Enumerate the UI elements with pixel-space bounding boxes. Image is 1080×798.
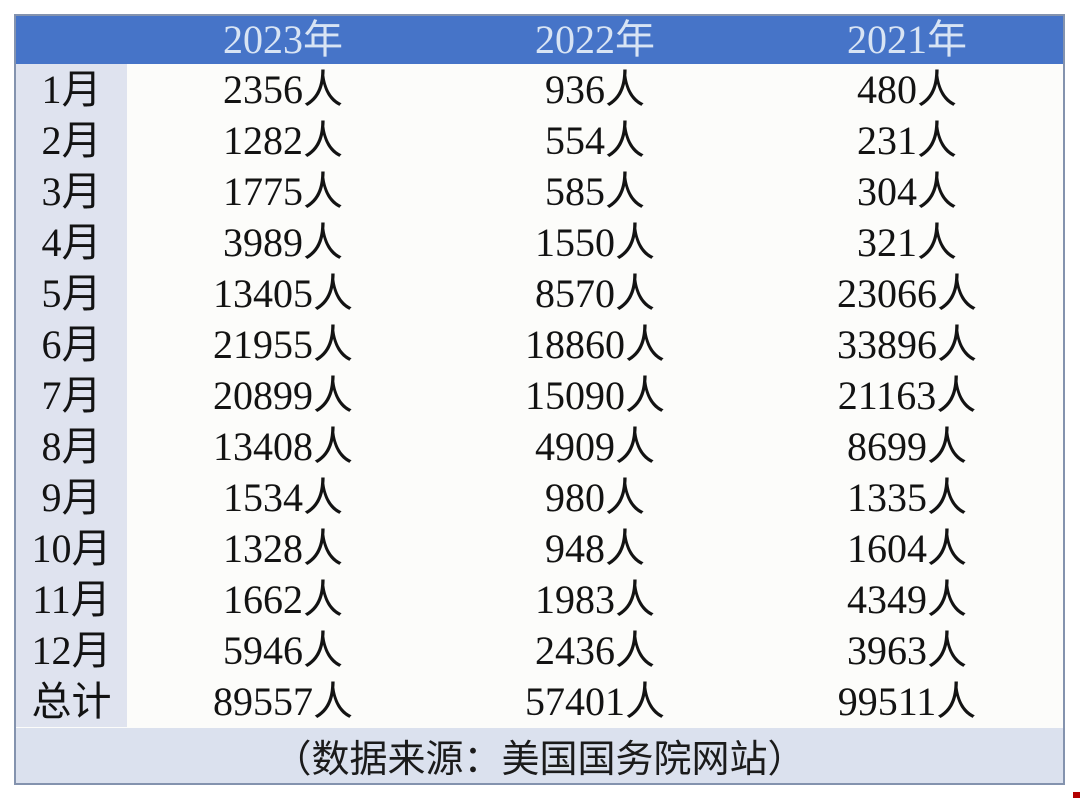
cell-2023: 1534人 [223,475,343,520]
header-year-2022: 2022年 [535,17,655,62]
cell-2021: 8699人 [847,424,967,469]
artifact-red-mark [1073,792,1080,798]
cell-2021: 304人 [857,169,957,214]
cell-2021: 321人 [857,220,957,265]
cell-2021: 21163人 [837,373,977,418]
cell-2022: 1983人 [535,577,655,622]
table-row: 5月 13405人 8570人 23066人 [16,268,1063,319]
cell-2022: 18860人 [525,322,665,367]
row-label: 12月 [16,625,127,676]
data-source-note: （数据来源：美国国务院网站） [16,727,1063,783]
table-row: 6月 21955人 18860人 33896人 [16,319,1063,370]
cell-2023: 1282人 [223,118,343,163]
row-label: 5月 [16,268,127,319]
cell-2021: 1604人 [847,526,967,571]
table-row: 4月 3989人 1550人 321人 [16,217,1063,268]
row-label: 2月 [16,115,127,166]
row-label: 8月 [16,421,127,472]
row-label-total: 总计 [16,676,127,727]
row-label: 10月 [16,523,127,574]
table-row: 11月 1662人 1983人 4349人 [16,574,1063,625]
header-year-2021: 2021年 [847,17,967,62]
cell-2022: 8570人 [535,271,655,316]
row-label: 9月 [16,472,127,523]
row-label: 7月 [16,370,127,421]
cell-2022: 948人 [545,526,645,571]
row-label: 6月 [16,319,127,370]
cell-2022: 15090人 [525,373,665,418]
cell-2023: 21955人 [213,322,353,367]
cell-2021-total: 99511人 [837,679,977,724]
cell-2022: 554人 [545,118,645,163]
cell-2022: 936人 [545,67,645,112]
cell-2023: 2356人 [223,67,343,112]
row-label: 3月 [16,166,127,217]
cell-2023: 3989人 [223,220,343,265]
table-header-row: 2023年 2022年 2021年 [16,16,1063,64]
cell-2022: 2436人 [535,628,655,673]
row-label: 11月 [16,574,127,625]
cell-2023: 1775人 [223,169,343,214]
monthly-count-table: 2023年 2022年 2021年 1月 2356人 936人 480人 2月 … [14,14,1065,785]
cell-2023: 13405人 [213,271,353,316]
cell-2023: 1328人 [223,526,343,571]
row-label: 1月 [16,64,127,115]
table-row: 7月 20899人 15090人 21163人 [16,370,1063,421]
cell-2021: 480人 [857,67,957,112]
table-row: 12月 5946人 2436人 3963人 [16,625,1063,676]
row-label: 4月 [16,217,127,268]
table-body: 1月 2356人 936人 480人 2月 1282人 554人 231人 3月… [16,64,1063,728]
header-year-2023: 2023年 [223,17,343,62]
cell-2022: 1550人 [535,220,655,265]
cell-2022-total: 57401人 [525,679,665,724]
cell-2023: 13408人 [213,424,353,469]
cell-2021: 4349人 [847,577,967,622]
cell-2023: 5946人 [223,628,343,673]
cell-2021: 1335人 [847,475,967,520]
table-row: 2月 1282人 554人 231人 [16,115,1063,166]
table-row-total: 总计 89557人 57401人 99511人 [16,676,1063,727]
cell-2022: 4909人 [535,424,655,469]
table-row: 8月 13408人 4909人 8699人 [16,421,1063,472]
table-row: 3月 1775人 585人 304人 [16,166,1063,217]
cell-2021: 3963人 [847,628,967,673]
cell-2023-total: 89557人 [213,679,353,724]
cell-2023: 1662人 [223,577,343,622]
table-row: 9月 1534人 980人 1335人 [16,472,1063,523]
table-row: 1月 2356人 936人 480人 [16,64,1063,115]
cell-2023: 20899人 [213,373,353,418]
cell-2022: 980人 [545,475,645,520]
cell-2021: 33896人 [837,322,977,367]
table-row: 10月 1328人 948人 1604人 [16,523,1063,574]
cell-2021: 23066人 [837,271,977,316]
cell-2022: 585人 [545,169,645,214]
cell-2021: 231人 [857,118,957,163]
